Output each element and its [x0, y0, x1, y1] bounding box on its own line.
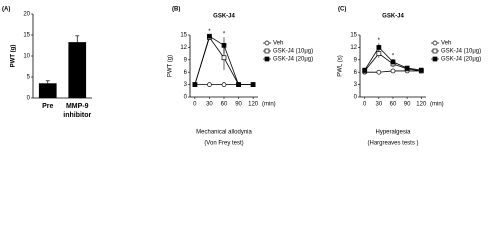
significance-mark: *: [392, 54, 395, 60]
chart-title: GSK-J4: [213, 14, 235, 20]
x-tick-label: 0: [363, 102, 367, 108]
marker: [376, 51, 382, 56]
marker: [362, 67, 368, 73]
caption: Mechanical allodynia: [196, 130, 252, 136]
marker: [207, 33, 212, 39]
marker: [404, 65, 410, 71]
x-tick-label-box: MMP-9 inhibitor: [63, 103, 92, 119]
x-axis-label: (min): [430, 102, 444, 108]
y-axis-label: PWL (s): [338, 55, 344, 76]
legend-marker: [264, 40, 270, 46]
y-tick-label: 0: [27, 96, 31, 102]
x-tick-label: Pre: [42, 103, 54, 110]
y-axis-label: PWT (g): [168, 55, 174, 77]
y-tick-label: 12: [350, 45, 357, 51]
x-tick-label: MMP-9 inhibitor: [63, 103, 92, 119]
marker: [376, 69, 382, 75]
page: {"chart_data": [ {"type": "bar", "label"…: [2, 6, 482, 147]
legend-label: GSK-J4 (10μg): [273, 49, 313, 55]
marker: [418, 67, 424, 73]
legend-marker: [432, 56, 438, 62]
marker: [207, 82, 212, 87]
x-tick-label: 90: [404, 102, 411, 108]
x-tick-label: 0: [193, 102, 197, 108]
panel-label: (C): [338, 7, 346, 13]
caption: (Hargreaves tests ): [367, 141, 418, 147]
legend-label: Veh: [273, 41, 283, 47]
chart-title: GSK-J4: [382, 14, 404, 20]
x-tick-label: 30: [206, 102, 213, 108]
y-tick-label: 9: [184, 57, 188, 63]
legend-marker: [432, 48, 438, 54]
marker: [236, 82, 241, 87]
x-tick-label: 90: [235, 102, 242, 108]
panel-label: (B): [172, 7, 180, 13]
caption: (Von Frey test): [204, 141, 243, 147]
marker: [390, 59, 396, 65]
marker: [221, 82, 227, 87]
y-tick-label: 3: [184, 82, 188, 88]
x-tick-label: 120: [416, 102, 427, 108]
x-tick-label-box: Pre: [42, 103, 54, 110]
bar: [38, 83, 57, 98]
x-axis-label: (min): [262, 102, 276, 108]
y-tick-label: 6: [354, 70, 358, 76]
y-tick-label: 12: [180, 45, 187, 51]
y-tick-label: 5: [27, 75, 31, 81]
y-tick-label: 15: [180, 33, 187, 39]
y-tick-label: 9: [354, 57, 358, 63]
legend-marker: [264, 48, 270, 54]
y-tick-label: 6: [184, 70, 188, 76]
bar: [68, 42, 87, 98]
y-tick-label: 20: [23, 12, 30, 18]
x-tick-label: 60: [390, 102, 397, 108]
significance-mark: *: [223, 32, 226, 38]
significance-mark: *: [208, 29, 211, 35]
legend-marker: [264, 56, 270, 62]
legend-label: GSK-J4 (20μg): [441, 57, 481, 63]
y-tick-label: 3: [354, 82, 358, 88]
marker: [221, 55, 227, 61]
x-tick-label: 30: [376, 102, 383, 108]
marker: [192, 82, 198, 87]
y-tick-label: 0: [354, 95, 358, 101]
x-tick-label: 120: [248, 102, 259, 108]
marker: [221, 42, 227, 48]
panel-label: (A): [2, 7, 10, 13]
figure: (A) PWT (g) 0 5 10 15 20 Pre MMP-9 inhibitor (B) G…: [2, 7, 481, 147]
significance-mark: *: [378, 38, 381, 44]
caption: Hyperalgesia: [375, 130, 411, 136]
legend-label: GSK-J4 (20μg): [273, 57, 313, 63]
y-tick-label: 0: [184, 95, 188, 101]
marker: [390, 68, 396, 74]
x-tick-label: 60: [221, 102, 228, 108]
y-tick-label: 15: [23, 33, 30, 39]
y-tick-label: 10: [23, 54, 30, 60]
legend-label: Veh: [441, 41, 451, 47]
legend-label: GSK-J4 (10μg): [441, 49, 481, 55]
y-axis-label: PWT (g): [11, 45, 17, 68]
y-tick-label: 15: [350, 33, 357, 39]
marker: [250, 82, 256, 87]
marker: [376, 45, 382, 50]
legend-marker: [432, 40, 438, 46]
